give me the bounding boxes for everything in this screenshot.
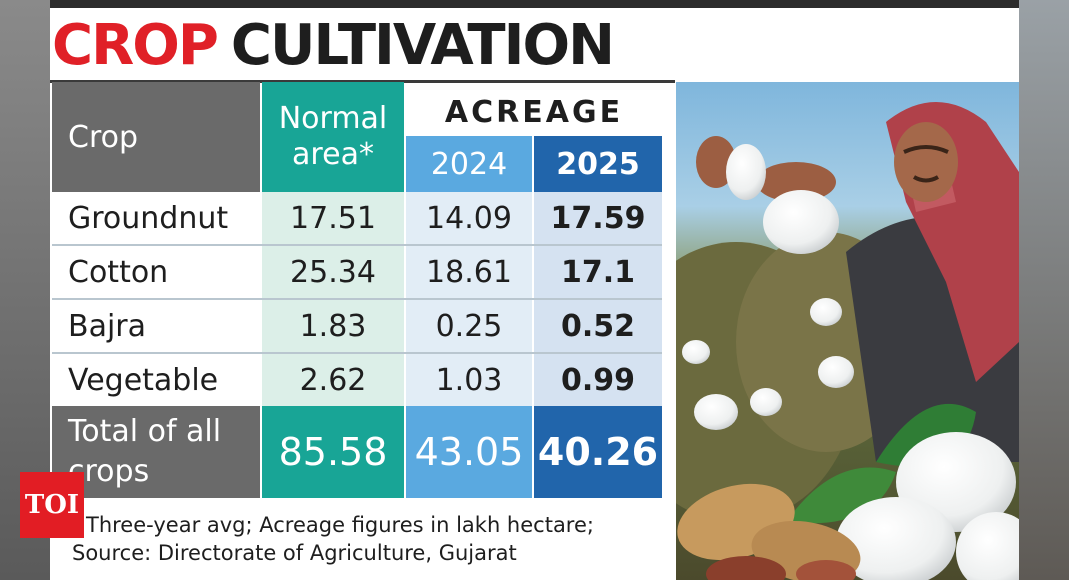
header-normal-line2: area* <box>292 137 374 172</box>
table-cell-2025: 17.1 <box>534 246 662 298</box>
header-2024-label: 2024 <box>430 146 508 182</box>
header-normal-area: Normal area* <box>262 82 404 192</box>
table-row-crop: Cotton <box>52 246 260 298</box>
title-word-crop: CROP <box>52 13 219 78</box>
table-cell-2025: 0.52 <box>534 300 662 352</box>
table-cell-normal: 1.83 <box>262 300 404 352</box>
table-row-crop: Groundnut <box>52 192 260 244</box>
title-rule <box>50 80 675 83</box>
table-cell-normal: 2.62 <box>262 354 404 406</box>
header-acreage: ACREAGE <box>444 94 624 130</box>
footnote-source: Source: Directorate of Agriculture, Guja… <box>72 541 517 565</box>
total-label-line1: Total of all <box>68 414 222 449</box>
header-2025-label: 2025 <box>556 146 640 182</box>
header-crop-label: Crop <box>68 119 139 155</box>
header-crop: Crop <box>52 82 260 192</box>
infographic-card: CROP CULTIVATION Crop Normal area* ACREAG… <box>50 8 1019 580</box>
top-strip <box>50 0 1019 8</box>
row-divider <box>52 298 662 300</box>
blurred-background-right <box>1019 0 1069 580</box>
table-cell-2025: 0.99 <box>534 354 662 406</box>
table-cell-2024: 1.03 <box>406 354 532 406</box>
header-2025: 2025 <box>534 136 662 192</box>
infographic-title: CROP CULTIVATION <box>52 13 615 78</box>
header-2024: 2024 <box>406 136 532 192</box>
total-normal: 85.58 <box>262 406 404 498</box>
row-divider <box>52 244 662 246</box>
row-divider <box>52 352 662 354</box>
table-cell-2025: 17.59 <box>534 192 662 244</box>
table-cell-2024: 18.61 <box>406 246 532 298</box>
table-row-crop: Vegetable <box>52 354 260 406</box>
table-row-crop: Bajra <box>52 300 260 352</box>
table-cell-2024: 14.09 <box>406 192 532 244</box>
table-cell-normal: 17.51 <box>262 192 404 244</box>
cotton-farmer-illustration <box>676 102 1019 580</box>
title-word-cultivation: CULTIVATION <box>230 13 615 78</box>
table-cell-2024: 0.25 <box>406 300 532 352</box>
cotton-farmer-photo <box>676 82 1019 580</box>
footnote-line1: Three-year avg; Acreage figures in lakh … <box>86 513 594 537</box>
toi-logo: TOI <box>20 472 84 538</box>
total-2024: 43.05 <box>406 406 532 498</box>
header-normal-line1: Normal <box>278 101 388 136</box>
total-2025: 40.26 <box>534 406 662 498</box>
table-cell-normal: 25.34 <box>262 246 404 298</box>
